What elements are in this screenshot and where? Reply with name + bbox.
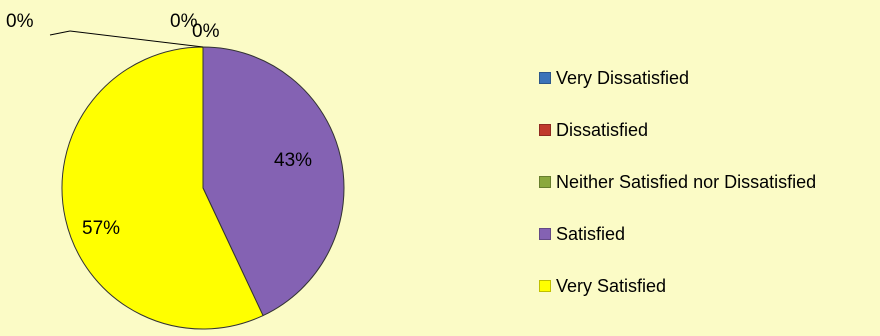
pie-slice-satisfied xyxy=(202,46,345,317)
legend-swatch-neither xyxy=(539,176,551,188)
pie-slices xyxy=(61,46,345,330)
legend-swatch-satisfied xyxy=(539,228,551,240)
data-label-very-dissatisfied: 0% xyxy=(6,11,34,32)
data-label-neither: 0% xyxy=(192,21,220,42)
legend-item-satisfied: Satisfied xyxy=(539,222,625,246)
leader-line-very-dissatisfied xyxy=(49,30,71,36)
data-label-very-satisfied: 57% xyxy=(82,218,120,239)
data-label-satisfied: 43% xyxy=(274,150,312,171)
leader-lines xyxy=(49,30,204,48)
legend-item-very-dissatisfied: Very Dissatisfied xyxy=(539,66,689,90)
legend-label: Dissatisfied xyxy=(556,119,649,140)
legend-label: Satisfied xyxy=(556,223,626,244)
legend-label: Very Dissatisfied xyxy=(556,67,690,88)
data-labels: 0% 0% 0% 43% 57% xyxy=(6,11,312,239)
legend-label: Neither Satisfied nor Dissatisfied xyxy=(556,171,817,192)
leader-line-very-dissatisfied-to-pie xyxy=(69,30,204,48)
legend-swatch-dissatisfied xyxy=(539,124,551,136)
pie-slice-very-satisfied xyxy=(61,46,264,330)
legend-label: Very Satisfied xyxy=(556,275,667,296)
legend-item-neither: Neither Satisfied nor Dissatisfied xyxy=(539,170,816,194)
legend-swatch-very-dissatisfied xyxy=(539,72,551,84)
data-label-dissatisfied: 0% xyxy=(170,11,198,32)
legend-item-dissatisfied: Dissatisfied xyxy=(539,118,648,142)
legend-swatch-very-satisfied xyxy=(539,280,551,292)
legend-item-very-satisfied: Very Satisfied xyxy=(539,274,666,298)
